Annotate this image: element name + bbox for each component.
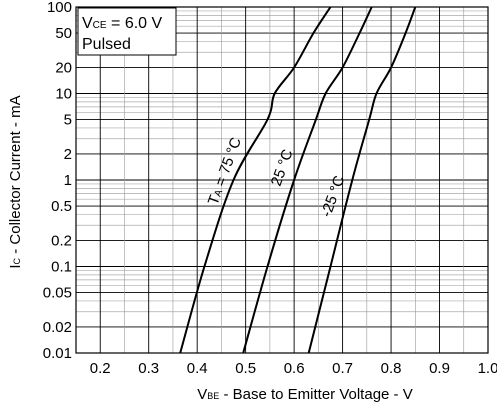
x-tick-label: 0.3 bbox=[138, 360, 159, 377]
y-axis-label: IC - Collector Current - mA bbox=[7, 95, 24, 268]
series-label-75c: TA = 75 °C bbox=[205, 135, 245, 207]
x-tick-label: 0.6 bbox=[284, 360, 305, 377]
y-tick-label: 10 bbox=[55, 86, 72, 103]
y-tick-label: 0.5 bbox=[51, 198, 72, 215]
y-tick-label: 0.01 bbox=[43, 345, 72, 362]
ta-subscript: A bbox=[213, 188, 226, 198]
grid-layer bbox=[76, 7, 488, 354]
vce-subscript: CE bbox=[93, 20, 107, 31]
y-tick-label: 0.1 bbox=[51, 259, 72, 276]
annotation-background bbox=[77, 7, 177, 56]
vbe-symbol: V bbox=[197, 386, 207, 403]
series-line-2 bbox=[307, 6, 417, 354]
x-axis-label: VBE - Base to Emitter Voltage - V bbox=[197, 386, 412, 403]
tick-labels: 0.2 0.3 0.4 0.5 0.6 0.7 0.8 0.9 1.0 0.01 0.02 0.05 0… bbox=[43, 0, 497, 377]
x-tick-label: 0.4 bbox=[187, 360, 208, 377]
y-tick-label: 0.2 bbox=[51, 232, 72, 249]
ic-symbol: I bbox=[7, 264, 24, 268]
vbe-subscript: BE bbox=[207, 391, 219, 401]
y-tick-label: 2 bbox=[64, 146, 72, 163]
vce-symbol: V bbox=[82, 15, 93, 32]
annotation-line-1: VCE = 6.0 V bbox=[82, 15, 163, 32]
x-axis-label-text: - Base to Emitter Voltage - V bbox=[219, 386, 412, 403]
x-tick-label: 0.7 bbox=[332, 360, 353, 377]
x-tick-label: 0.2 bbox=[90, 360, 111, 377]
x-tick-label: 0.9 bbox=[429, 360, 450, 377]
series-line-1 bbox=[242, 6, 373, 354]
series-labels: TA = 75 °C 25 °C -25 °C bbox=[205, 135, 349, 219]
series-line-0 bbox=[179, 6, 332, 354]
y-tick-label: 0.02 bbox=[43, 319, 72, 336]
plot-frame bbox=[75, 6, 489, 354]
y-axis-label-text: - Collector Current - mA bbox=[7, 95, 24, 258]
x-tick-label: 0.8 bbox=[381, 360, 402, 377]
ic-subscript: C bbox=[12, 257, 22, 264]
vce-value: = 6.0 V bbox=[107, 15, 163, 32]
y-tick-label: 0.05 bbox=[43, 285, 72, 302]
x-tick-label: 0.5 bbox=[235, 360, 256, 377]
annotation-line-2: Pulsed bbox=[82, 36, 131, 53]
y-tick-label: 50 bbox=[55, 25, 72, 42]
x-tick-label: 1.0 bbox=[478, 360, 497, 377]
annotation-box: VCE = 6.0 V Pulsed bbox=[77, 7, 177, 56]
series-layer bbox=[179, 6, 417, 354]
y-tick-label: 20 bbox=[55, 59, 72, 76]
y-tick-label: 5 bbox=[64, 112, 72, 129]
y-tick-label: 100 bbox=[47, 0, 72, 16]
y-tick-label: 1 bbox=[64, 172, 72, 189]
